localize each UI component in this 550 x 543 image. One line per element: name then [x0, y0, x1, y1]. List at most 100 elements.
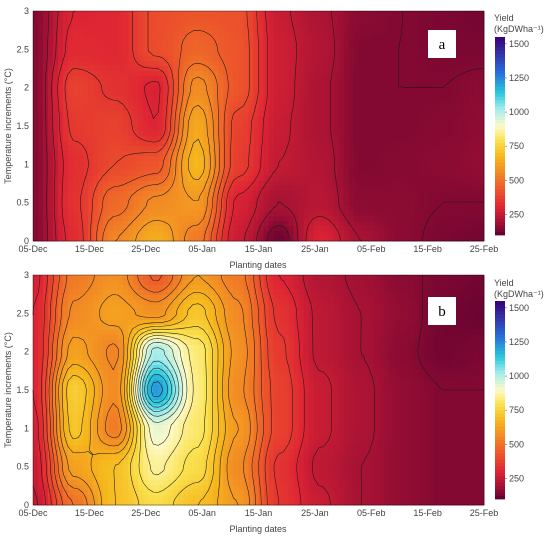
heatmap-cell [158, 146, 164, 152]
heatmap-cell [83, 111, 89, 117]
heatmap-cell [108, 176, 114, 182]
heatmap-cell [103, 300, 109, 306]
colorbar-segment [495, 109, 505, 114]
heatmap-cell [88, 285, 94, 291]
heatmap-cell [363, 236, 370, 242]
heatmap-cell [198, 156, 204, 162]
heatmap-cell [248, 295, 254, 301]
heatmap-cell [118, 146, 124, 152]
heatmap-cell [433, 21, 440, 27]
colorbar-segment [495, 175, 505, 180]
heatmap-cell [78, 36, 84, 42]
heatmap-cell [83, 71, 89, 77]
heatmap-cell [433, 81, 440, 87]
heatmap-cell [138, 86, 144, 92]
heatmap-cell [468, 111, 475, 117]
heatmap-cell [128, 295, 134, 301]
heatmap-cell [173, 41, 179, 47]
heatmap-cell [163, 21, 169, 27]
heatmap-cell [473, 156, 480, 162]
heatmap-cell [108, 136, 114, 142]
heatmap-cell [213, 141, 219, 147]
heatmap-cell [93, 76, 99, 82]
heatmap-cell [98, 61, 104, 67]
heatmap-cell [358, 285, 365, 291]
heatmap-cell [63, 216, 69, 222]
heatmap-cell [123, 141, 129, 147]
heatmap-cell [418, 221, 425, 227]
heatmap-cell [98, 71, 104, 77]
heatmap-cell [218, 181, 224, 187]
heatmap-cell [193, 176, 199, 182]
heatmap-cell [373, 131, 380, 137]
heatmap-cell [248, 21, 254, 27]
heatmap-cell [443, 106, 450, 112]
heatmap-cell [433, 26, 440, 32]
heatmap-cell [238, 46, 244, 52]
heatmap-cell [103, 221, 109, 227]
heatmap-cell [38, 71, 44, 77]
heatmap-cell [398, 221, 405, 227]
heatmap-cell [448, 196, 455, 202]
heatmap-cell [358, 81, 365, 87]
heatmap-cell [303, 111, 310, 117]
heatmap-cell [173, 280, 179, 286]
heatmap-cell [133, 186, 139, 192]
heatmap-cell [83, 21, 89, 27]
heatmap-cell [438, 81, 445, 87]
heatmap-cell [143, 96, 149, 102]
colorbar-segment [495, 86, 505, 91]
heatmap-cell [223, 81, 229, 87]
heatmap-cell [88, 161, 94, 167]
heatmap-cell [68, 300, 74, 306]
heatmap-cell [323, 36, 330, 42]
heatmap-cell [223, 226, 229, 232]
heatmap-cell [143, 166, 149, 172]
heatmap-cell [73, 211, 79, 217]
heatmap-cell [348, 226, 355, 232]
heatmap-cell [323, 161, 330, 167]
heatmap-cell [93, 136, 99, 142]
heatmap-cell [133, 81, 139, 87]
heatmap-cell [223, 191, 229, 197]
heatmap-cell [428, 201, 435, 207]
heatmap-cell [113, 226, 119, 232]
heatmap-cell [188, 116, 194, 122]
heatmap-cell [283, 226, 289, 232]
heatmap-cell [358, 295, 365, 301]
heatmap-cell [423, 71, 430, 77]
heatmap-cell [228, 26, 234, 32]
heatmap-cell [38, 21, 44, 27]
heatmap-cell [173, 151, 179, 157]
heatmap-cell [78, 61, 84, 67]
heatmap-cell [473, 201, 480, 207]
heatmap-cell [358, 146, 365, 152]
heatmap-cell [143, 181, 149, 187]
heatmap-cell [378, 96, 385, 102]
heatmap-cell [198, 211, 204, 217]
heatmap-cell [128, 136, 134, 142]
heatmap-cell [428, 96, 435, 102]
heatmap-cell [158, 61, 164, 67]
heatmap-cell [268, 226, 274, 232]
heatmap-cell [213, 221, 219, 227]
heatmap-cell [53, 136, 59, 142]
heatmap-cell [368, 56, 375, 62]
colorbar-segment [495, 63, 505, 68]
heatmap-cell [83, 26, 89, 32]
heatmap-cell [478, 310, 485, 316]
heatmap-cell [143, 290, 149, 296]
heatmap-cell [153, 176, 159, 182]
heatmap-cell [203, 136, 209, 142]
heatmap-cell [313, 226, 320, 232]
heatmap-cell [328, 280, 335, 286]
heatmap-cell [228, 41, 234, 47]
heatmap-cell [178, 16, 184, 22]
heatmap-cell [368, 206, 375, 212]
heatmap-cell [208, 11, 214, 17]
heatmap-cell [413, 26, 420, 32]
heatmap-cell [393, 161, 400, 167]
heatmap-cell [408, 11, 415, 17]
heatmap-cell [368, 61, 375, 67]
heatmap-cell [163, 216, 169, 222]
